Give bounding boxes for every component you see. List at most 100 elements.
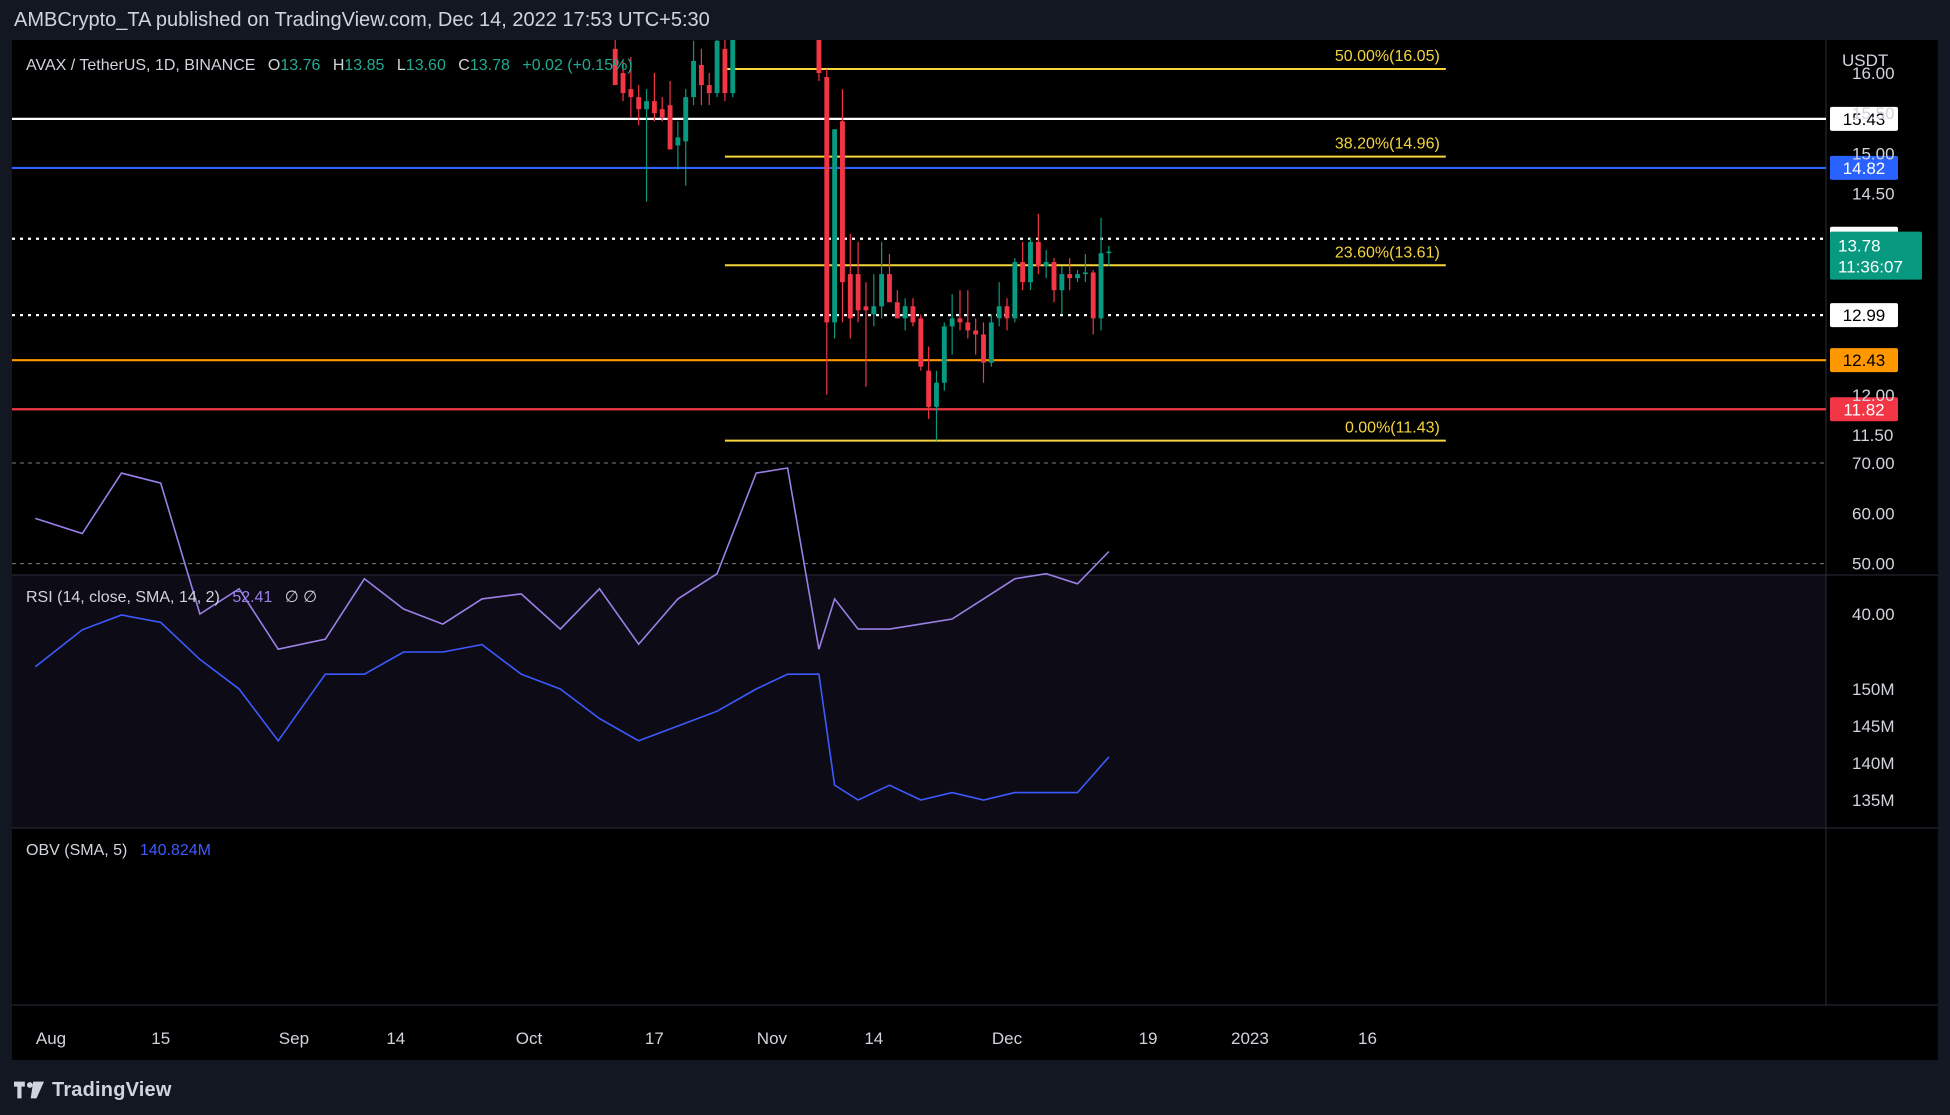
time-tick: 2023 [1231, 1029, 1269, 1048]
obv-tick: 150M [1852, 680, 1895, 699]
candle [675, 121, 681, 170]
candle [973, 318, 979, 355]
tradingview-brand[interactable]: TradingView [14, 1076, 172, 1104]
rsi-value: 52.41 [232, 589, 272, 606]
candle [879, 241, 885, 319]
candle-body [1043, 262, 1049, 267]
candle [1082, 254, 1088, 283]
candle-body [902, 306, 908, 319]
candle [612, 40, 618, 86]
footer-bar: TradingView [0, 1062, 1950, 1115]
symbol-name: AVAX / TetherUS, 1D, BINANCE [26, 57, 255, 74]
rsi-tick: 70.00 [1852, 454, 1895, 473]
rsi-extra: ∅ ∅ [285, 589, 317, 606]
candle-body [620, 73, 626, 94]
candle [1028, 237, 1033, 291]
brand-name: TradingView [52, 1078, 172, 1101]
low-value: 13.60 [406, 57, 446, 74]
candle-body [612, 48, 618, 86]
candle-body [714, 40, 720, 94]
change-value: +0.02 (+0.15%) [522, 57, 632, 74]
obv-value: 140.824M [140, 842, 211, 859]
candle [1106, 245, 1112, 267]
candle [910, 298, 916, 327]
candle-body [816, 40, 822, 73]
symbol-legend[interactable]: AVAX / TetherUS, 1D, BINANCE O13.76 H13.… [26, 57, 633, 74]
candle-body [965, 322, 971, 331]
candle-body [1035, 241, 1041, 267]
fib-label: 38.20%(14.96) [1335, 136, 1440, 153]
obv-line [34, 614, 1110, 801]
candle-body [698, 64, 704, 86]
rsi-tick: 60.00 [1852, 504, 1895, 523]
candle-body [1098, 253, 1104, 319]
candle-body [730, 40, 736, 94]
main-pane[interactable] [12, 40, 1826, 575]
candle-body [910, 306, 916, 323]
candle [714, 40, 720, 98]
level-label-text: 14.82 [1843, 159, 1886, 178]
candle [926, 346, 932, 419]
obv-label: OBV (SMA, 5) [26, 842, 127, 859]
axes: 13.7811:36:0716.0015.5015.0014.5012.0011… [36, 64, 1922, 1048]
candle [894, 290, 900, 319]
candle [949, 294, 955, 355]
price-tick: 12.00 [1852, 386, 1895, 405]
rsi-pane[interactable] [12, 575, 1826, 828]
candle-body [957, 318, 963, 323]
high-label: H [333, 57, 345, 74]
candle [620, 60, 626, 102]
candle-body [1051, 262, 1057, 291]
candle [988, 314, 994, 367]
candle-body [887, 274, 892, 303]
time-tick: 17 [645, 1029, 664, 1048]
candle-body [1020, 262, 1026, 283]
candle-body [659, 109, 665, 118]
candle [855, 241, 861, 323]
candle [1004, 298, 1010, 331]
candle-body [981, 334, 986, 363]
obv-pane[interactable] [12, 828, 1826, 1005]
candle [1051, 258, 1057, 303]
fib-label: 50.00%(16.05) [1335, 48, 1440, 65]
candle-body [934, 382, 939, 407]
last-price-value: 13.78 [1838, 237, 1881, 256]
candle-body [1028, 241, 1033, 283]
candle [636, 85, 642, 126]
level-label-bg [1830, 106, 1898, 131]
time-tick: Sep [279, 1029, 309, 1048]
open-label: O [268, 57, 280, 74]
low-label: L [397, 57, 406, 74]
price-tick: 15.50 [1852, 104, 1895, 123]
candle [957, 290, 963, 331]
candle-body [1004, 306, 1010, 319]
candle [816, 40, 822, 82]
rsi-legend[interactable]: RSI (14, close, SMA, 14, 2) 52.41 ∅ ∅ [26, 589, 317, 606]
rsi-line [35, 467, 1110, 651]
level-label-bg [1830, 348, 1898, 373]
level-label-bg [1830, 155, 1898, 180]
time-tick: Aug [36, 1029, 66, 1048]
candle-body [651, 101, 657, 114]
level-label-text: 12.99 [1843, 306, 1886, 325]
level-label-level-dotted-low: 12.99 [1830, 303, 1898, 328]
candle [871, 274, 877, 327]
candle-body [722, 48, 728, 94]
candle-body [926, 370, 932, 407]
candle [1012, 258, 1018, 323]
candle-body [1012, 262, 1018, 319]
candle-body [996, 306, 1002, 319]
candle [934, 370, 939, 441]
candle-body [1106, 251, 1112, 254]
level-label-text: 11.82 [1843, 400, 1884, 419]
level-label-resistance-white: 15.43 [1830, 106, 1898, 131]
candle-body [949, 318, 955, 327]
candle [863, 282, 869, 387]
obv-legend[interactable]: OBV (SMA, 5) 140.824M [26, 842, 211, 859]
candle [1059, 266, 1065, 315]
fibonacci-retracement: 50.00%(16.05) 38.20%(14.96) 23.60%(13.61) 0… [724, 48, 1446, 442]
price-tick: 11.50 [1852, 426, 1893, 445]
candle-body [918, 318, 924, 367]
